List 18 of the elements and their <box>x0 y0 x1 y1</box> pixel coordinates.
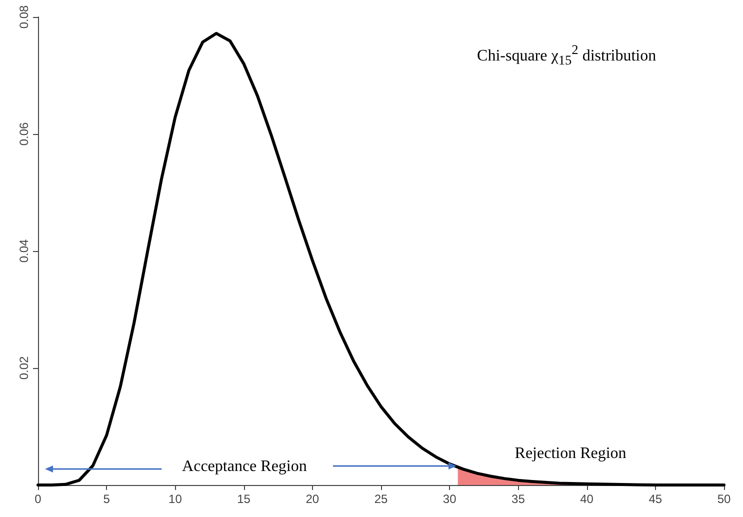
annotation: Acceptance Region <box>182 458 307 476</box>
annotation: Rejection Region <box>514 445 626 463</box>
x-tick-label: 45 <box>648 492 662 506</box>
y-tick-label: 0.02 <box>17 356 31 380</box>
x-tick-label: 15 <box>237 492 251 506</box>
x-tick-label: 10 <box>168 492 182 506</box>
x-tick-label: 40 <box>580 492 594 506</box>
y-tick-label: 0.06 <box>17 122 31 146</box>
y-tick-label: 0.04 <box>17 239 31 263</box>
x-tick-label: 30 <box>442 492 457 506</box>
x-tick-label: 25 <box>374 492 388 506</box>
y-tick-label: 0.08 <box>17 5 31 29</box>
x-tick-label: 50 <box>717 492 731 506</box>
text: Chi-square χ$_{15}$$^{2}$ distribution <box>477 42 656 69</box>
x-tick-label: 5 <box>103 492 110 506</box>
x-tick-label: 35 <box>512 492 526 506</box>
x-tick-label: 0 <box>34 492 42 506</box>
x-tick-label: 20 <box>306 492 320 506</box>
